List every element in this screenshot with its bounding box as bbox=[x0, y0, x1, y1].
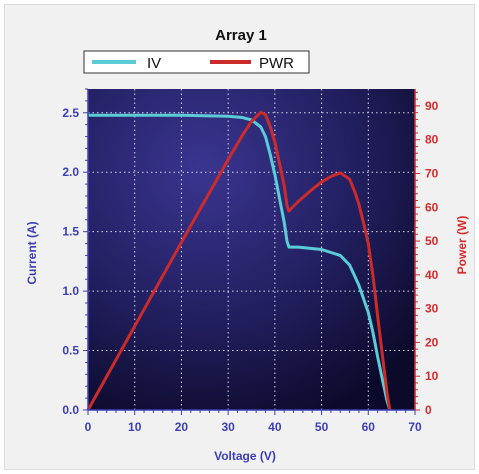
y2-tick-label: 90 bbox=[425, 99, 439, 113]
chart-svg: Array 1 IV PWR 0.0 0.5 1.0 1.5 2.0 2.5 0 10 20 30… bbox=[25, 27, 469, 463]
y2-tick-label: 10 bbox=[425, 369, 439, 383]
chart-panel: Array 1 IV PWR 0.0 0.5 1.0 1.5 2.0 2.5 0 10 20 30… bbox=[4, 4, 475, 470]
x-tick-label: 60 bbox=[362, 420, 376, 434]
y2-tick-label: 80 bbox=[425, 133, 439, 147]
x-tick-label: 10 bbox=[128, 420, 142, 434]
legend-iv-label: IV bbox=[147, 55, 161, 72]
y2-tick-label: 40 bbox=[425, 268, 439, 282]
y2-tick-label: 60 bbox=[425, 200, 439, 214]
y2-tick-label: 70 bbox=[425, 166, 439, 180]
y-tick-label: 1.5 bbox=[62, 225, 79, 239]
grid bbox=[88, 89, 415, 410]
y2-tick-label: 20 bbox=[425, 335, 439, 349]
legend-box bbox=[83, 50, 310, 74]
x-tick-label: 0 bbox=[85, 420, 92, 434]
x-tick-label: 30 bbox=[221, 420, 235, 434]
series-line-pwr bbox=[86, 110, 392, 411]
x-tick-label: 40 bbox=[268, 420, 282, 434]
series-line-iv bbox=[88, 113, 392, 411]
legend-pwr-label: PWR bbox=[259, 55, 294, 72]
x-tick-label: 50 bbox=[315, 420, 329, 434]
x-axis-label: Voltage (V) bbox=[214, 449, 276, 463]
series-layer bbox=[86, 110, 392, 411]
y-tick-label: 2.0 bbox=[62, 165, 79, 179]
axes: 0.0 0.5 1.0 1.5 2.0 2.5 0 10 20 30 40 50 60 70 80 90 0 10… bbox=[62, 88, 439, 434]
y-tick-label: 0.0 bbox=[62, 403, 79, 417]
x-tick-label: 70 bbox=[408, 420, 422, 434]
y2-tick-label: 50 bbox=[425, 234, 439, 248]
y-axis-label: Current (A) bbox=[25, 221, 39, 284]
plot-area bbox=[88, 89, 415, 410]
legend: IV PWR bbox=[83, 50, 310, 74]
y2-tick-label: 0 bbox=[425, 403, 432, 417]
y2-tick-label: 30 bbox=[425, 302, 439, 316]
chart-title: Array 1 bbox=[215, 27, 267, 44]
y-tick-label: 1.0 bbox=[62, 284, 79, 298]
x-tick-label: 20 bbox=[175, 420, 189, 434]
y-tick-label: 2.5 bbox=[62, 106, 79, 120]
y-tick-label: 0.5 bbox=[62, 344, 79, 358]
y2-axis-label: Power (W) bbox=[455, 216, 469, 275]
